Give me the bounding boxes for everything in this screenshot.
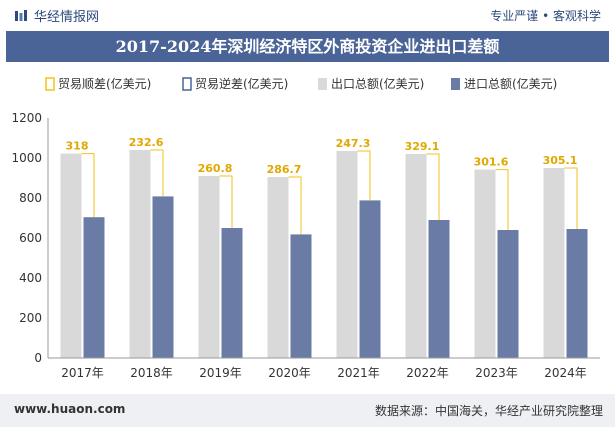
y-tick-label: 800: [19, 191, 42, 205]
export-bar: [474, 169, 496, 358]
import-bar: [290, 234, 312, 358]
y-tick-label: 200: [19, 311, 42, 325]
balance-label: 232.6: [129, 136, 164, 149]
y-tick-label: 0: [34, 351, 42, 365]
export-bar: [129, 150, 151, 358]
y-tick-label: 1000: [11, 151, 42, 165]
import-bar: [428, 220, 450, 358]
balance-bracket: [288, 176, 302, 235]
legend-export-swatch: [318, 78, 327, 90]
legend-import-label: 进口总额(亿美元): [464, 76, 557, 91]
export-bar: [60, 153, 82, 358]
legend-deficit-label: 贸易逆差(亿美元): [195, 76, 288, 91]
y-tick-label: 400: [19, 271, 42, 285]
balance-label: 247.3: [336, 137, 371, 150]
x-tick-label: 2017年: [61, 366, 104, 380]
bars: [60, 150, 588, 358]
balance-bracket: [357, 150, 371, 201]
import-bar: [497, 230, 519, 358]
footer-source: 数据来源：中国海关，华经产业研究院整理: [374, 404, 603, 418]
legend-export-label: 出口总额(亿美元): [331, 76, 424, 91]
export-bar: [543, 168, 565, 358]
legend-deficit-swatch: [182, 77, 192, 91]
export-bar: [267, 177, 289, 358]
balance-label: 305.1: [543, 154, 578, 167]
x-tick-label: 2021年: [337, 366, 380, 380]
balance-label: 260.8: [198, 162, 233, 175]
balance-label: 318: [66, 140, 89, 153]
brand-name: 华经情报网: [34, 10, 100, 25]
import-bar: [566, 229, 588, 358]
x-tick-label: 2022年: [406, 366, 449, 380]
x-tick-label: 2019年: [199, 366, 242, 380]
export-bar: [198, 176, 220, 358]
import-bar: [152, 196, 174, 358]
brand-logo-icon: [15, 9, 27, 21]
x-tick-label: 2024年: [544, 366, 587, 380]
x-tick-label: 2018年: [130, 366, 173, 380]
balance-bracket: [219, 175, 233, 228]
import-bar: [359, 200, 381, 358]
legend-surplus-label: 贸易顺差(亿美元): [58, 76, 151, 91]
x-tick-label: 2020年: [268, 366, 311, 380]
slogan: 专业严谨 • 客观科学: [490, 9, 601, 23]
import-bar: [221, 228, 243, 358]
import-bar: [83, 217, 105, 358]
balance-label: 286.7: [267, 163, 302, 176]
chart: 贸易顺差(亿美元) 贸易逆差(亿美元) 出口总额(亿美元) 进口总额(亿美元) …: [11, 76, 600, 380]
balance-bracket: [426, 153, 440, 220]
balance-bracket: [81, 153, 95, 218]
balance-label: 301.6: [474, 156, 509, 169]
footer-url: www.huaon.com: [14, 402, 126, 416]
y-tick-label: 600: [19, 231, 42, 245]
export-bar: [336, 151, 358, 358]
x-tick-label: 2023年: [475, 366, 518, 380]
balance-label: 329.1: [405, 140, 440, 153]
top-bar: 华经情报网 专业严谨 • 客观科学: [0, 0, 615, 30]
legend-import-swatch: [451, 78, 460, 90]
export-bar: [405, 154, 427, 358]
balance-bracket: [150, 149, 164, 197]
brand: 华经情报网: [14, 6, 99, 25]
y-tick-label: 1200: [11, 111, 42, 125]
balance-markers: 318 232.6 260.8 286.7 247.3 329.1 301.6 305.1: [66, 136, 578, 235]
legend-surplus-swatch: [45, 77, 55, 91]
balance-bracket: [564, 167, 578, 229]
footer: www.huaon.com 数据来源：中国海关，华经产业研究院整理: [0, 394, 615, 427]
x-axis: 2017年 2018年 2019年 2020年 2021年 2022年 2023年 2024年: [48, 357, 600, 380]
balance-bracket: [495, 169, 509, 230]
y-axis: 0 200 400 600 800 1000 1200: [11, 111, 49, 365]
chart-title: 2017-2024年深圳经济特区外商投资企业进出口差额: [6, 31, 609, 62]
legend: 贸易顺差(亿美元) 贸易逆差(亿美元) 出口总额(亿美元) 进口总额(亿美元): [45, 76, 557, 91]
